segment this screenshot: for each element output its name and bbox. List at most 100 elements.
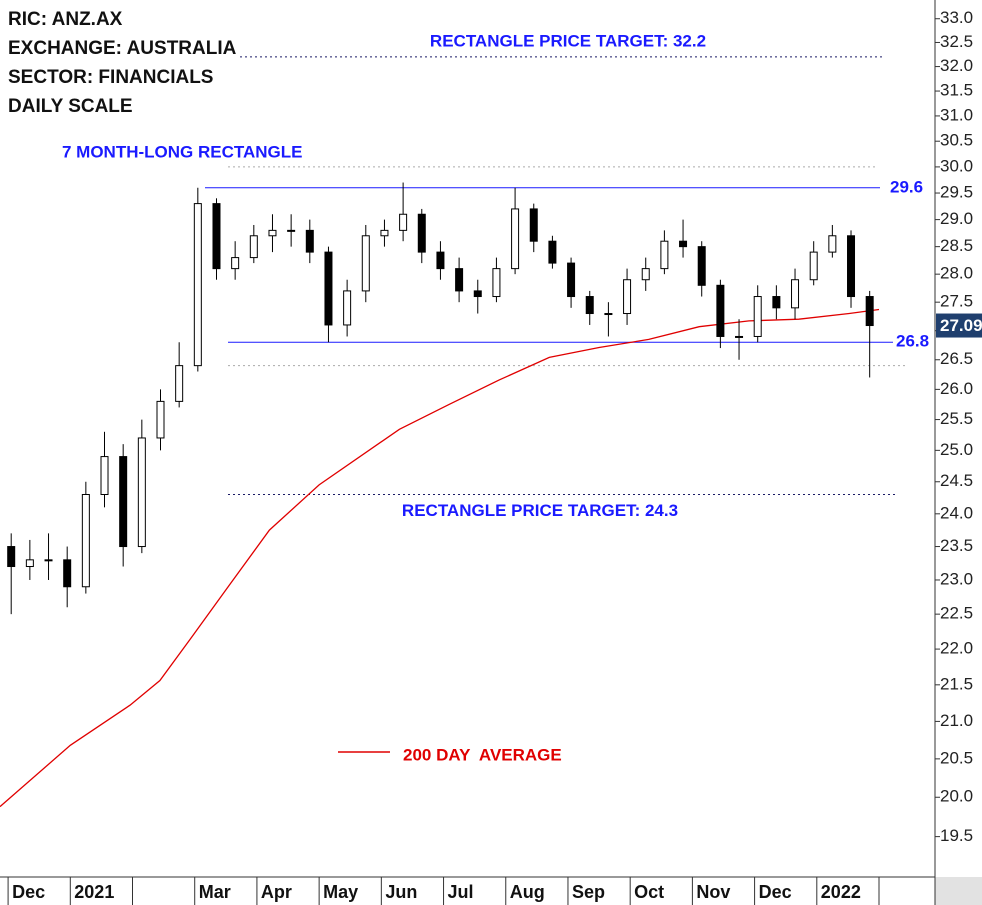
y-tick-label: 27.5 <box>940 292 973 311</box>
candle-body <box>641 268 650 281</box>
y-tick-label: 23.5 <box>940 536 973 555</box>
candle-body <box>231 257 240 270</box>
y-tick-label: 20.5 <box>940 748 973 767</box>
y-tick-label: 25.5 <box>940 409 973 428</box>
x-tick-label: Mar <box>199 882 231 902</box>
candle-body <box>492 268 501 298</box>
candle-body <box>63 559 72 588</box>
level-label: 29.6 <box>890 177 923 196</box>
target-label: RECTANGLE PRICE TARGET: 24.3 <box>402 501 678 520</box>
candle-body <box>119 456 128 548</box>
y-tick-label: 23.0 <box>940 569 973 588</box>
candle-body <box>249 235 258 259</box>
candle-body <box>604 313 613 316</box>
candle-body <box>772 296 781 309</box>
candle-body <box>623 279 632 315</box>
candle-body <box>417 213 426 253</box>
candle-body <box>791 279 800 309</box>
header-line: EXCHANGE: AUSTRALIA <box>8 38 237 59</box>
candle-body <box>585 296 594 315</box>
candle-body <box>361 235 370 292</box>
x-tick-label: Apr <box>261 882 292 902</box>
candle-body <box>753 296 762 337</box>
y-tick-label: 32.0 <box>940 56 973 75</box>
y-tick-label: 26.5 <box>940 349 973 368</box>
candle-body <box>212 203 221 270</box>
candle-body <box>473 290 482 298</box>
target-label: RECTANGLE PRICE TARGET: 32.2 <box>430 31 706 50</box>
y-tick-label: 31.0 <box>940 105 973 124</box>
y-tick-label: 24.5 <box>940 471 973 490</box>
candle-body <box>511 208 520 270</box>
candle-body <box>679 240 688 248</box>
x-tick-label: 2022 <box>821 882 861 902</box>
y-tick-label: 29.0 <box>940 209 973 228</box>
x-tick-label: Aug <box>510 882 545 902</box>
x-tick-label: 2021 <box>74 882 114 902</box>
y-tick-label: 19.5 <box>940 826 973 845</box>
y-tick-label: 22.5 <box>940 604 973 623</box>
legend-label: 200 DAY AVERAGE <box>403 745 562 764</box>
candle-body <box>343 290 352 326</box>
candle-body <box>436 251 445 270</box>
x-tick-label: Dec <box>759 882 792 902</box>
y-tick-label: 26.0 <box>940 379 973 398</box>
candle-body <box>137 437 146 548</box>
candle-body <box>529 208 538 242</box>
candle-body <box>716 284 725 337</box>
y-tick-label: 24.0 <box>940 503 973 522</box>
y-tick-label: 25.0 <box>940 440 973 459</box>
candle-body <box>660 240 669 270</box>
candle-body <box>847 235 856 298</box>
header-line: DAILY SCALE <box>8 96 133 117</box>
y-tick-label: 28.0 <box>940 264 973 283</box>
candle-body <box>156 400 165 439</box>
y-tick-label: 29.5 <box>940 183 973 202</box>
y-tick-label: 21.0 <box>940 711 973 730</box>
x-tick-label: Jun <box>385 882 417 902</box>
x-tick-label: Nov <box>696 882 730 902</box>
candle-body <box>455 268 464 292</box>
candle-body <box>735 335 744 338</box>
candle-body <box>175 365 184 402</box>
level-label: 26.8 <box>896 332 929 351</box>
x-tick-label: Jul <box>448 882 474 902</box>
x-tick-label: Oct <box>634 882 664 902</box>
candle-body <box>100 456 109 495</box>
candle-body <box>305 229 314 253</box>
candle-body <box>81 493 90 588</box>
y-tick-label: 28.5 <box>940 236 973 255</box>
y-tick-label: 21.5 <box>940 674 973 693</box>
y-tick-label: 30.0 <box>940 156 973 175</box>
y-tick-label: 31.5 <box>940 81 973 100</box>
candle-body <box>44 559 53 562</box>
candle-body <box>193 203 202 367</box>
y-tick-label: 22.0 <box>940 639 973 658</box>
candle-body <box>25 559 34 568</box>
y-tick-label: 30.5 <box>940 131 973 150</box>
candle-body <box>548 240 557 264</box>
header-line: SECTOR: FINANCIALS <box>8 67 213 88</box>
candle-body <box>828 235 837 253</box>
y-tick-label: 32.5 <box>940 32 973 51</box>
x-tick-label: Dec <box>12 882 45 902</box>
candle-body <box>287 229 296 232</box>
last-price-label: 27.09 <box>940 316 982 335</box>
candle-body <box>324 251 333 326</box>
candle-body <box>697 246 706 286</box>
candle-body <box>865 296 874 327</box>
y-tick-label: 20.0 <box>940 787 973 806</box>
candle-body <box>268 229 277 237</box>
x-tick-label: Sep <box>572 882 605 902</box>
corner-box <box>935 877 982 905</box>
candle-body <box>399 213 408 231</box>
candle-body <box>567 262 576 298</box>
moving-average-line <box>0 308 880 808</box>
y-tick-label: 33.0 <box>940 8 973 27</box>
candle-body <box>809 251 818 281</box>
candle-body <box>7 546 16 568</box>
x-tick-label: May <box>323 882 358 902</box>
last-price-box <box>936 313 982 338</box>
pattern-label: 7 MONTH-LONG RECTANGLE <box>62 142 303 161</box>
